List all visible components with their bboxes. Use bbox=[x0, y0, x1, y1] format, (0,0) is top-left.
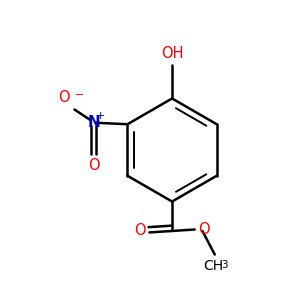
Text: O: O bbox=[88, 158, 99, 173]
Text: O: O bbox=[58, 90, 70, 105]
Text: N: N bbox=[87, 115, 100, 130]
Text: 3: 3 bbox=[221, 260, 228, 270]
Text: O: O bbox=[198, 222, 210, 237]
Text: OH: OH bbox=[161, 46, 183, 61]
Text: O: O bbox=[134, 224, 146, 238]
Text: +: + bbox=[95, 111, 105, 121]
Text: −: − bbox=[75, 90, 84, 100]
Text: CH: CH bbox=[203, 259, 224, 273]
